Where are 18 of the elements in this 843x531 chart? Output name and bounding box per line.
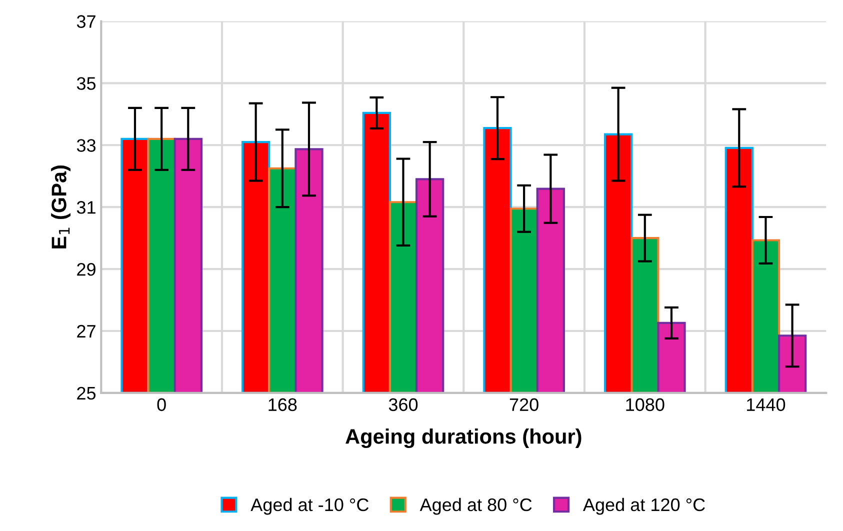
x-tick-label: 0 — [157, 398, 166, 412]
x-tick-label: 720 — [510, 398, 538, 412]
x-axis-title: Ageing durations (hour) — [346, 428, 582, 448]
y-tick-label: 31 — [76, 201, 96, 214]
legend-label: Aged at -10 °C — [250, 498, 369, 515]
legend-label: Aged at 120 °C — [582, 498, 705, 515]
x-tick-label: 360 — [388, 398, 418, 412]
y-tick-label: 33 — [76, 139, 96, 152]
y-tick-label: 35 — [76, 77, 96, 90]
y-tick-label: 27 — [77, 324, 96, 338]
y-tick-label: 37 — [76, 15, 96, 28]
legend-label: Aged at 80 °C — [420, 498, 532, 515]
y-tick-label: 25 — [77, 386, 96, 400]
x-tick-label: 168 — [268, 398, 297, 412]
x-tick-label: 1440 — [747, 398, 786, 412]
y-axis-title: E$_{1}$ (GPa) — [51, 166, 70, 248]
x-tick-label: 1080 — [626, 398, 664, 412]
y-tick-label: 29 — [77, 262, 96, 276]
